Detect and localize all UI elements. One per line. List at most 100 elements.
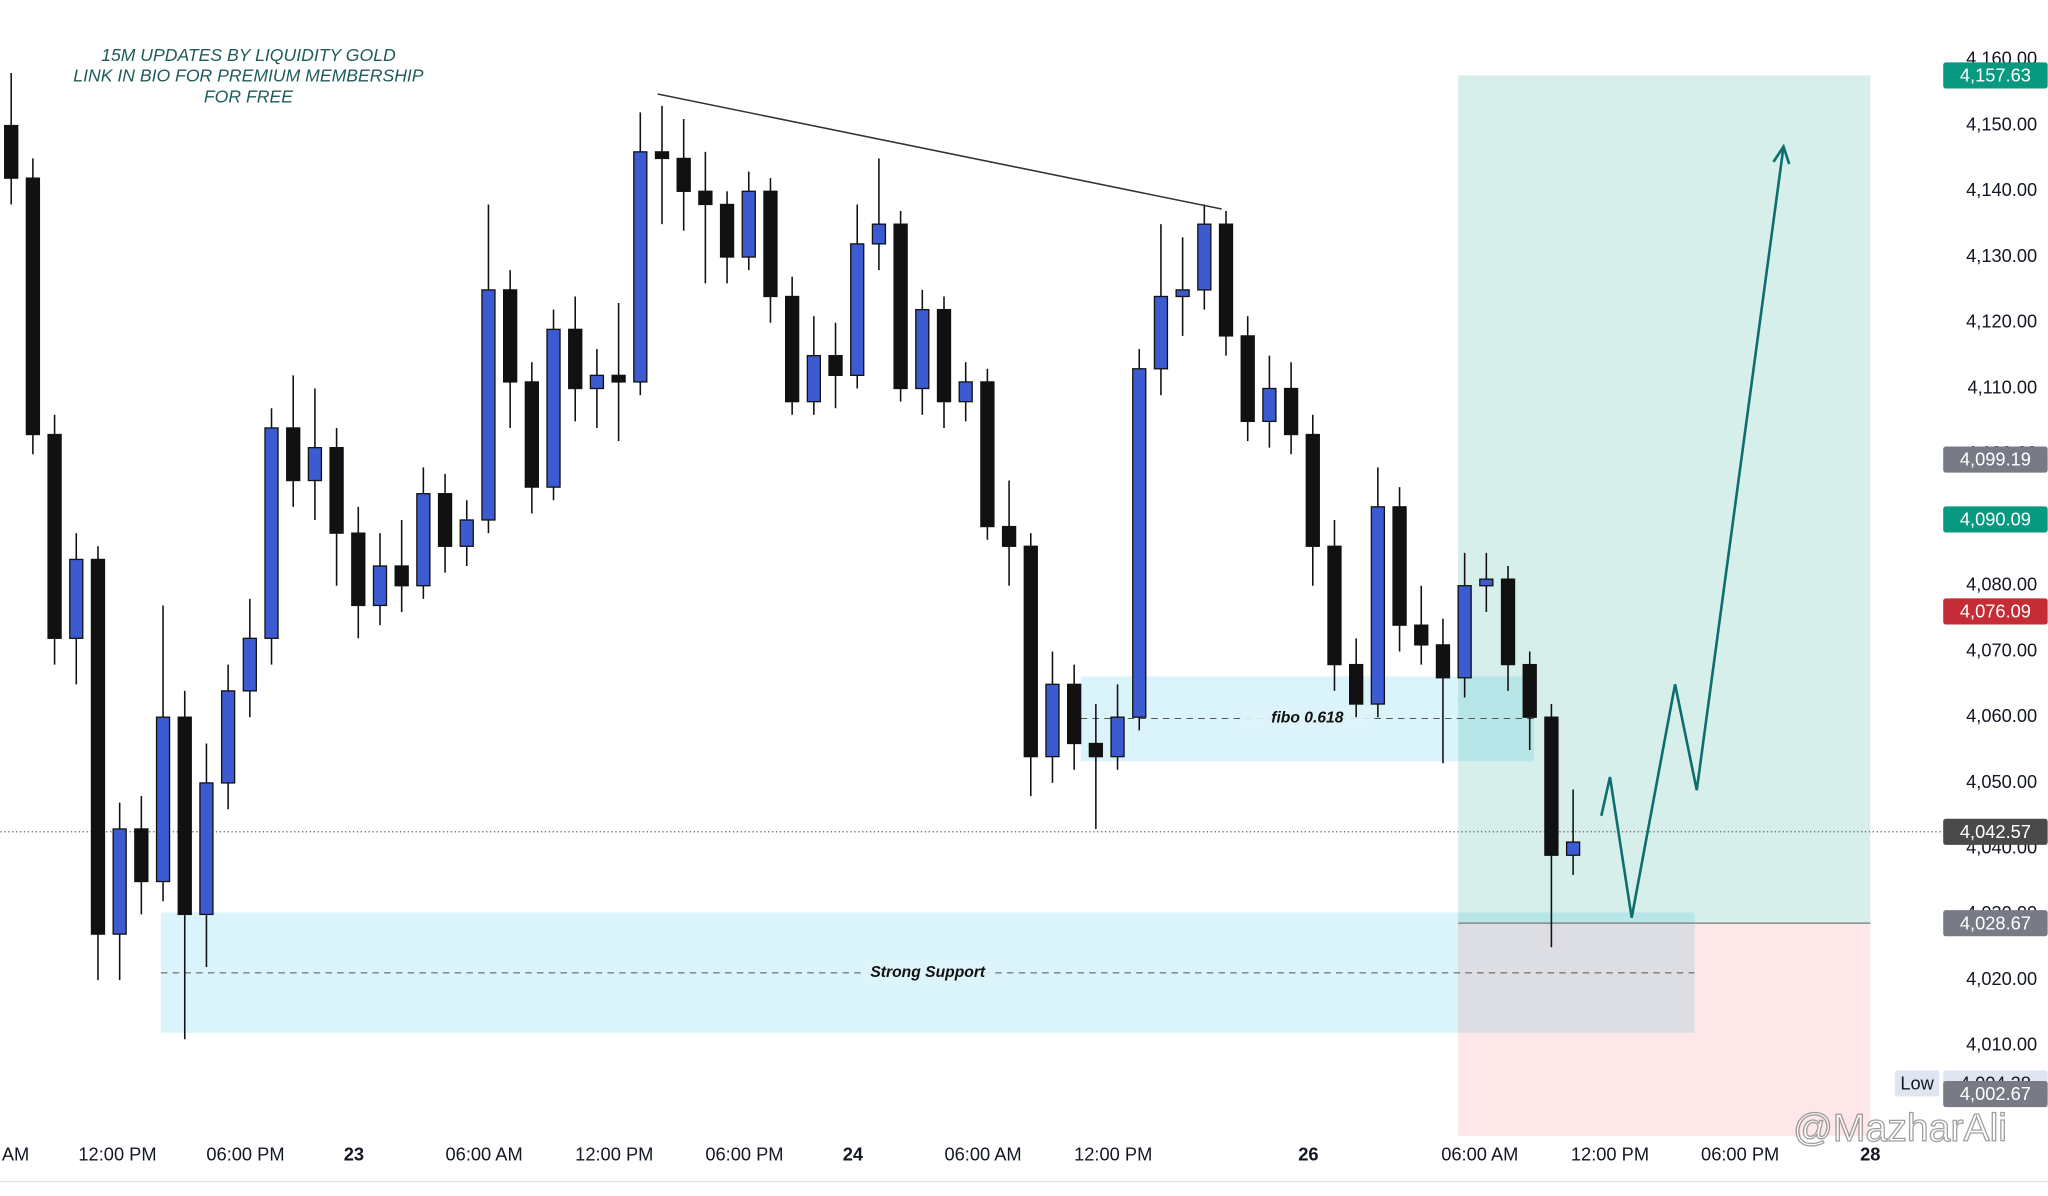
price-badge-label: 4,157.63: [1960, 65, 2031, 86]
candle-body: [741, 190, 756, 258]
x-tick-label: 28: [1860, 1143, 1880, 1164]
candle-body: [134, 828, 149, 883]
x-tick-label: 06:00 AM: [944, 1143, 1021, 1164]
candle-body: [1132, 368, 1147, 718]
price-badge-label: 4,042.57: [1960, 821, 2031, 842]
candle-body: [1023, 545, 1038, 758]
candle-body: [177, 716, 192, 916]
low-label: Low: [1900, 1073, 1934, 1094]
candle-body: [220, 690, 236, 784]
price-badge-label: 4,076.09: [1960, 601, 2031, 622]
candle-body: [1349, 663, 1364, 705]
candle-body: [980, 381, 995, 528]
candle-body: [611, 374, 626, 383]
x-tick-label: 06:00 PM: [705, 1143, 783, 1164]
y-tick-label: 4,080.00: [1966, 574, 2037, 595]
x-tick-label: 06:00 PM: [1701, 1143, 1779, 1164]
watermark: @MazharAli: [1793, 1107, 2007, 1150]
x-tick-label: AM: [2, 1143, 29, 1164]
candle-body: [1283, 387, 1299, 436]
candle-body: [1479, 578, 1494, 587]
candle-body: [698, 190, 713, 206]
candle-body: [242, 637, 257, 692]
candle-body: [1262, 387, 1277, 423]
candle-body: [893, 223, 908, 390]
x-tick-label: 12:00 PM: [1074, 1143, 1152, 1164]
y-tick-label: 4,150.00: [1966, 113, 2037, 134]
candle-body: [25, 177, 41, 436]
candle-body: [351, 532, 366, 607]
price-badge-label: 4,090.09: [1960, 509, 2031, 530]
y-tick-label: 4,140.00: [1966, 179, 2037, 200]
candle-body: [589, 374, 605, 390]
candle-body: [416, 493, 431, 587]
candle-body: [719, 203, 735, 258]
candle-body: [676, 157, 691, 192]
y-tick-label: 4,110.00: [1967, 376, 2037, 397]
y-tick-label: 4,020.00: [1966, 968, 2037, 989]
trendline: [657, 93, 1222, 210]
candle-body: [264, 427, 279, 639]
projection-arrowhead: [1772, 143, 1791, 165]
candle-body: [307, 447, 323, 482]
low-badge: [1894, 1070, 1940, 1097]
candle-body: [502, 289, 518, 383]
candle-body: [1500, 578, 1516, 666]
zone-label: Strong Support: [870, 964, 986, 981]
candle-body: [936, 308, 952, 403]
y-tick-label: 4,070.00: [1966, 639, 2037, 660]
projection-path: [1600, 146, 1785, 918]
candle-body: [1153, 295, 1169, 370]
candle-body: [47, 433, 62, 639]
candle-body: [806, 354, 822, 403]
candle-body: [1457, 585, 1472, 679]
candle-body: [850, 243, 865, 377]
candle-body: [1392, 506, 1407, 626]
x-tick-label: 12:00 PM: [575, 1143, 653, 1164]
candle-body: [1110, 716, 1125, 758]
candle-body: [871, 223, 887, 245]
candle-body: [546, 328, 561, 488]
y-tick-label: 4,010.00: [1966, 1034, 2037, 1055]
candle-body: [763, 190, 778, 298]
price-axis-bg: [1941, 0, 2048, 1136]
candle-body: [394, 565, 409, 587]
candle-body: [1565, 841, 1581, 856]
price-badge-label: 4,002.67: [1960, 1083, 2031, 1104]
stop-zone: [1458, 923, 1871, 1136]
header-line: FOR FREE: [204, 87, 293, 107]
candle-body: [1197, 223, 1212, 291]
y-tick-label: 4,060.00: [1966, 705, 2037, 726]
x-tick-label: 12:00 PM: [1571, 1143, 1649, 1164]
candle-body: [459, 519, 474, 547]
candle-body: [90, 558, 106, 935]
price-badge: [1943, 506, 2048, 533]
candle-body: [654, 151, 670, 160]
y-tick-label: 4,120.00: [1966, 311, 2037, 332]
candle-body: [1240, 335, 1255, 423]
y-tick-label: 4,050.00: [1966, 771, 2037, 792]
zone-label: fibo 0.618: [1271, 710, 1344, 727]
candle-body: [155, 716, 171, 883]
candle-body: [958, 381, 973, 403]
candle-body: [437, 493, 453, 547]
candle-body: [1305, 433, 1320, 547]
header-line: LINK IN BIO FOR PREMIUM MEMBERSHIP: [73, 66, 424, 86]
x-tick-label: 12:00 PM: [78, 1143, 156, 1164]
candle-body: [1522, 663, 1537, 718]
price-badge: [1943, 598, 2048, 625]
candle-body: [633, 151, 648, 383]
candle-body: [199, 782, 214, 916]
candle-body: [481, 289, 496, 521]
candle-body: [286, 427, 301, 482]
x-tick-label: 23: [344, 1143, 364, 1164]
candle-body: [329, 447, 344, 534]
price-badge: [1943, 818, 2048, 845]
x-tick-label: 24: [843, 1143, 864, 1164]
candle-body: [1045, 683, 1060, 758]
price-badge: [1943, 910, 2048, 937]
candle-body: [1544, 716, 1559, 856]
candle-body: [1218, 223, 1234, 337]
